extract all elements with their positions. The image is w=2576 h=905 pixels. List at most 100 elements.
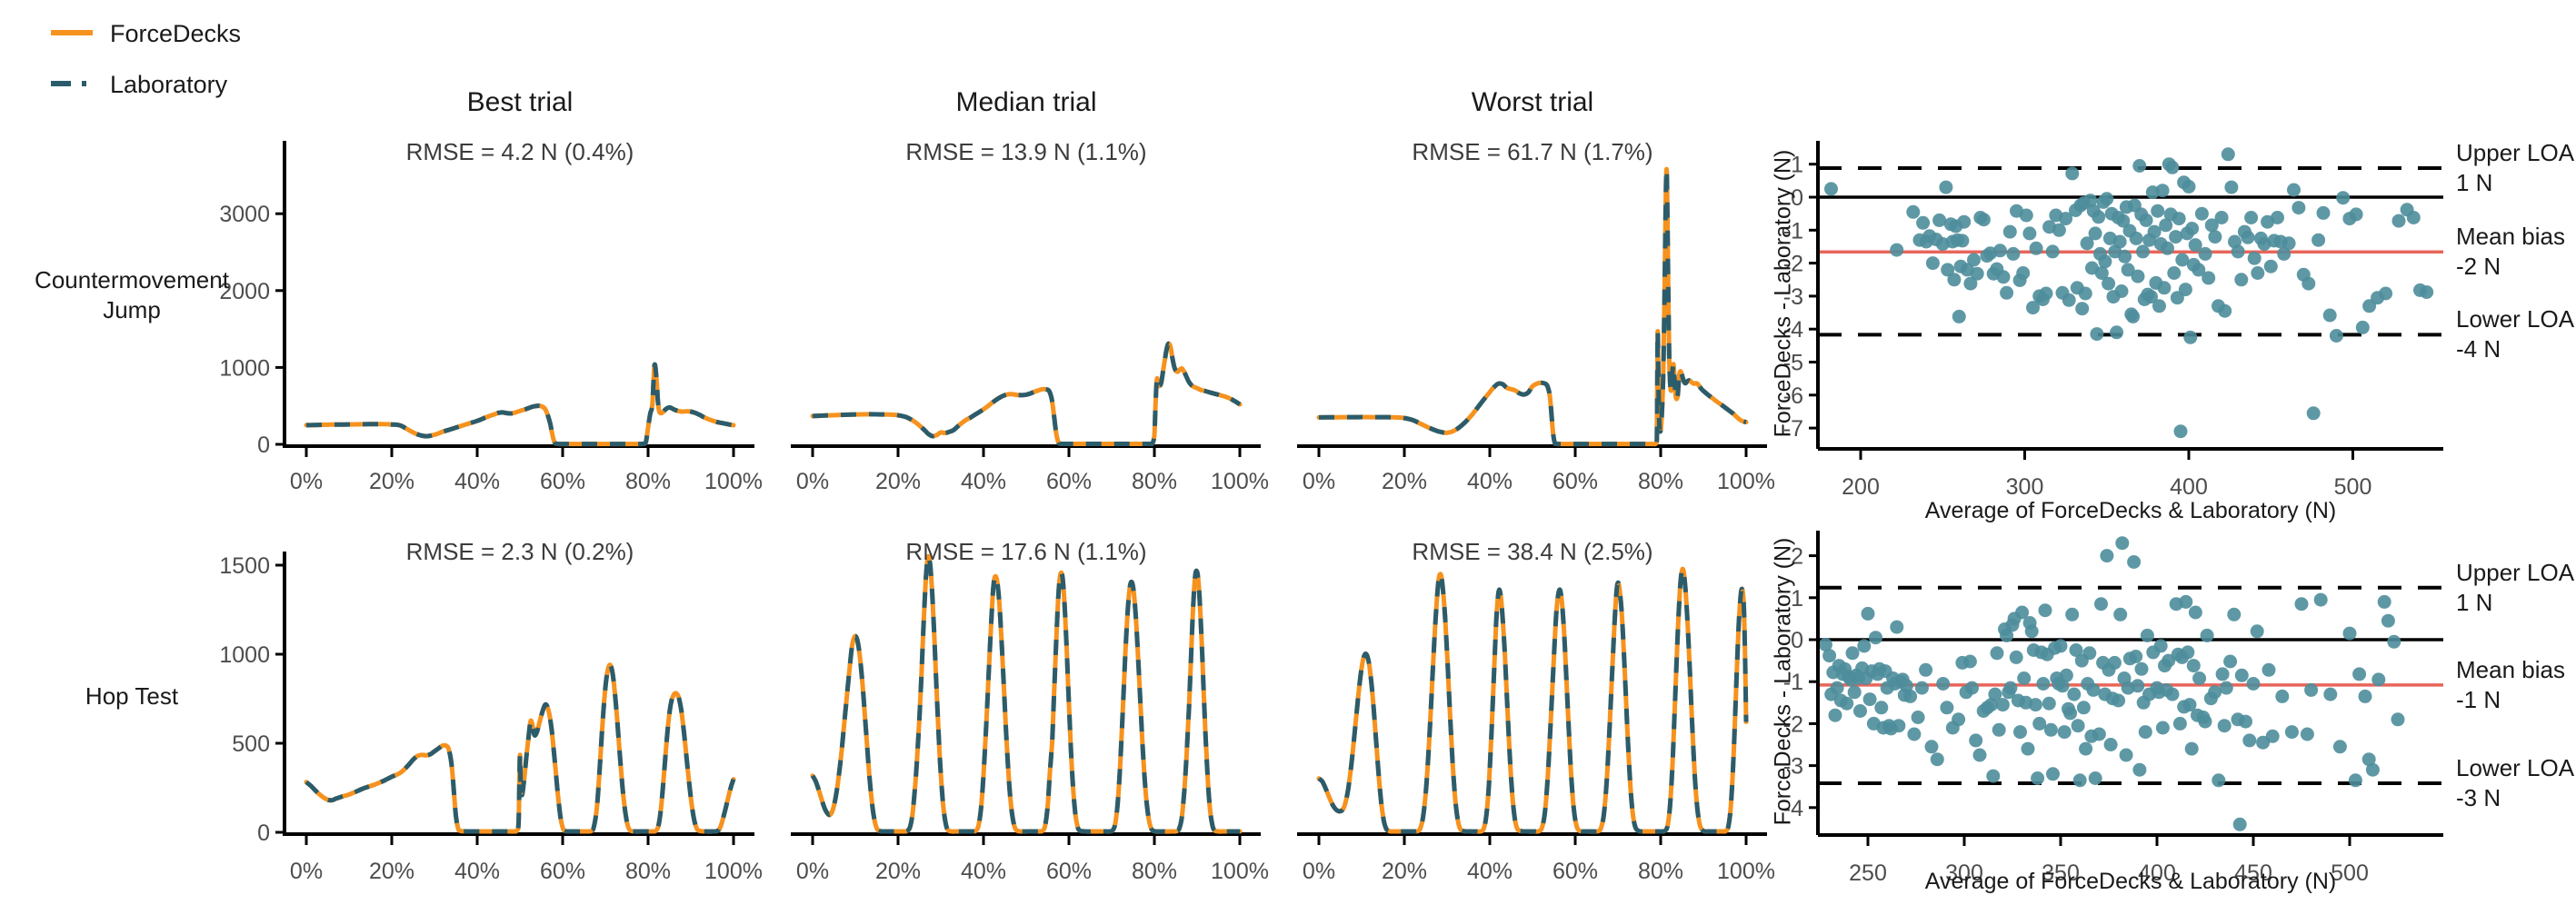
legend: ForceDecks Laboratory	[50, 18, 241, 100]
ba-cmj-y-axis-title: ForceDecks - Laboratory (N)	[1770, 149, 1796, 438]
ba-cmj-upper-loa-label: Upper LOA 1 N	[2456, 139, 2575, 196]
svg-text:-1: -1	[1783, 670, 1803, 695]
rmse-cmj-median: RMSE = 13.9 N (1.1%)	[905, 138, 1147, 165]
svg-text:80%: 80%	[625, 469, 671, 494]
svg-text:0%: 0%	[1303, 859, 1335, 884]
svg-text:-4: -4	[1783, 796, 1803, 821]
row-label-hop-test: Hop Test	[85, 682, 179, 710]
svg-text:20%: 20%	[369, 469, 414, 494]
svg-text:0: 0	[1791, 185, 1803, 211]
svg-text:100%: 100%	[1717, 859, 1775, 884]
svg-text:60%: 60%	[1553, 469, 1598, 494]
rmse-cmj-best: RMSE = 4.2 N (0.4%)	[405, 138, 634, 165]
svg-text:500: 500	[2331, 860, 2369, 886]
svg-text:2: 2	[1791, 544, 1803, 570]
ba-hop-upper-loa-label: Upper LOA 1 N	[2456, 559, 2575, 616]
ba-hop-x-axis-title: Average of ForceDecks & Laboratory (N)	[1924, 869, 2337, 894]
ba-hop-lower-loa-label: Lower LOA -3 N	[2456, 754, 2575, 811]
svg-text:0%: 0%	[290, 859, 323, 884]
svg-text:-2: -2	[1783, 711, 1803, 737]
legend-item-forcedecks: ForceDecks	[50, 18, 241, 49]
ba-cmj-mean-bias-label: Mean bias -2 N	[2456, 223, 2565, 280]
svg-text:0: 0	[257, 433, 270, 458]
svg-text:100%: 100%	[704, 859, 763, 884]
svg-text:-4: -4	[1783, 317, 1803, 343]
svg-text:20%: 20%	[875, 859, 921, 884]
svg-text:-7: -7	[1783, 416, 1803, 442]
column-title-median-trial: Median trial	[955, 87, 1097, 117]
svg-text:0%: 0%	[290, 469, 323, 494]
svg-text:400: 400	[2170, 474, 2208, 500]
rmse-hop-median: RMSE = 17.6 N (1.1%)	[905, 538, 1147, 565]
svg-text:80%: 80%	[1132, 469, 1177, 494]
svg-text:-6: -6	[1783, 383, 1803, 409]
svg-text:1500: 1500	[219, 553, 270, 579]
ba-cmj-x-axis-title: Average of ForceDecks & Laboratory (N)	[1924, 498, 2337, 523]
svg-text:40%: 40%	[961, 859, 1006, 884]
rmse-hop-best: RMSE = 2.3 N (0.2%)	[405, 538, 634, 565]
svg-text:100%: 100%	[1211, 859, 1269, 884]
svg-text:-5: -5	[1783, 351, 1803, 376]
svg-text:20%: 20%	[1382, 469, 1427, 494]
svg-text:1000: 1000	[219, 642, 270, 668]
svg-text:400: 400	[2138, 860, 2176, 886]
svg-text:-3: -3	[1783, 754, 1803, 780]
svg-text:300: 300	[1945, 860, 1983, 886]
svg-text:80%: 80%	[625, 859, 671, 884]
svg-text:1: 1	[1791, 153, 1803, 178]
svg-text:80%: 80%	[1132, 859, 1177, 884]
forcedecks-line-key-icon	[50, 25, 94, 42]
column-title-best-trial: Best trial	[466, 87, 574, 117]
rmse-cmj-worst: RMSE = 61.7 N (1.7%)	[1412, 138, 1653, 165]
svg-text:100%: 100%	[1717, 469, 1775, 494]
svg-text:60%: 60%	[540, 859, 585, 884]
svg-text:300: 300	[2006, 474, 2044, 500]
svg-text:20%: 20%	[875, 469, 921, 494]
svg-text:80%: 80%	[1638, 859, 1683, 884]
svg-text:60%: 60%	[1046, 859, 1092, 884]
legend-label-laboratory: Laboratory	[110, 70, 228, 98]
svg-text:0: 0	[257, 820, 270, 846]
ba-cmj-lower-loa-label: Lower LOA -4 N	[2456, 305, 2575, 363]
svg-text:250: 250	[1849, 860, 1887, 886]
svg-text:60%: 60%	[1553, 859, 1598, 884]
row-label-countermovement-jump: Countermovement Jump	[35, 266, 229, 323]
svg-text:40%: 40%	[454, 859, 500, 884]
svg-text:1: 1	[1791, 586, 1803, 612]
svg-text:60%: 60%	[540, 469, 585, 494]
svg-text:40%: 40%	[961, 469, 1006, 494]
svg-text:450: 450	[2234, 860, 2272, 886]
svg-text:20%: 20%	[1382, 859, 1427, 884]
legend-label-forcedecks: ForceDecks	[110, 19, 242, 47]
svg-text:100%: 100%	[704, 469, 763, 494]
svg-text:3000: 3000	[219, 202, 270, 227]
svg-text:40%: 40%	[454, 469, 500, 494]
svg-text:40%: 40%	[1467, 469, 1513, 494]
svg-text:60%: 60%	[1046, 469, 1092, 494]
rmse-hop-worst: RMSE = 38.4 N (2.5%)	[1412, 538, 1653, 565]
svg-text:500: 500	[2334, 474, 2372, 500]
svg-text:0%: 0%	[796, 469, 829, 494]
svg-text:-3: -3	[1783, 284, 1803, 310]
column-title-worst-trial: Worst trial	[1471, 87, 1594, 117]
svg-text:2000: 2000	[219, 279, 270, 304]
svg-text:-1: -1	[1783, 218, 1803, 244]
svg-text:100%: 100%	[1211, 469, 1269, 494]
svg-text:200: 200	[1842, 474, 1880, 500]
svg-text:1000: 1000	[219, 355, 270, 381]
svg-text:0%: 0%	[1303, 469, 1335, 494]
svg-text:0%: 0%	[796, 859, 829, 884]
svg-text:350: 350	[2042, 860, 2080, 886]
svg-text:80%: 80%	[1638, 469, 1683, 494]
svg-text:0: 0	[1791, 628, 1803, 653]
ba-hop-y-axis-title: ForceDecks - Laboratory (N)	[1770, 537, 1796, 826]
legend-item-laboratory: Laboratory	[50, 69, 241, 100]
svg-text:-2: -2	[1783, 252, 1803, 277]
svg-text:500: 500	[232, 731, 270, 757]
svg-text:40%: 40%	[1467, 859, 1513, 884]
ba-hop-mean-bias-label: Mean bias -1 N	[2456, 656, 2565, 713]
svg-text:20%: 20%	[369, 859, 414, 884]
laboratory-line-key-icon	[50, 76, 94, 93]
